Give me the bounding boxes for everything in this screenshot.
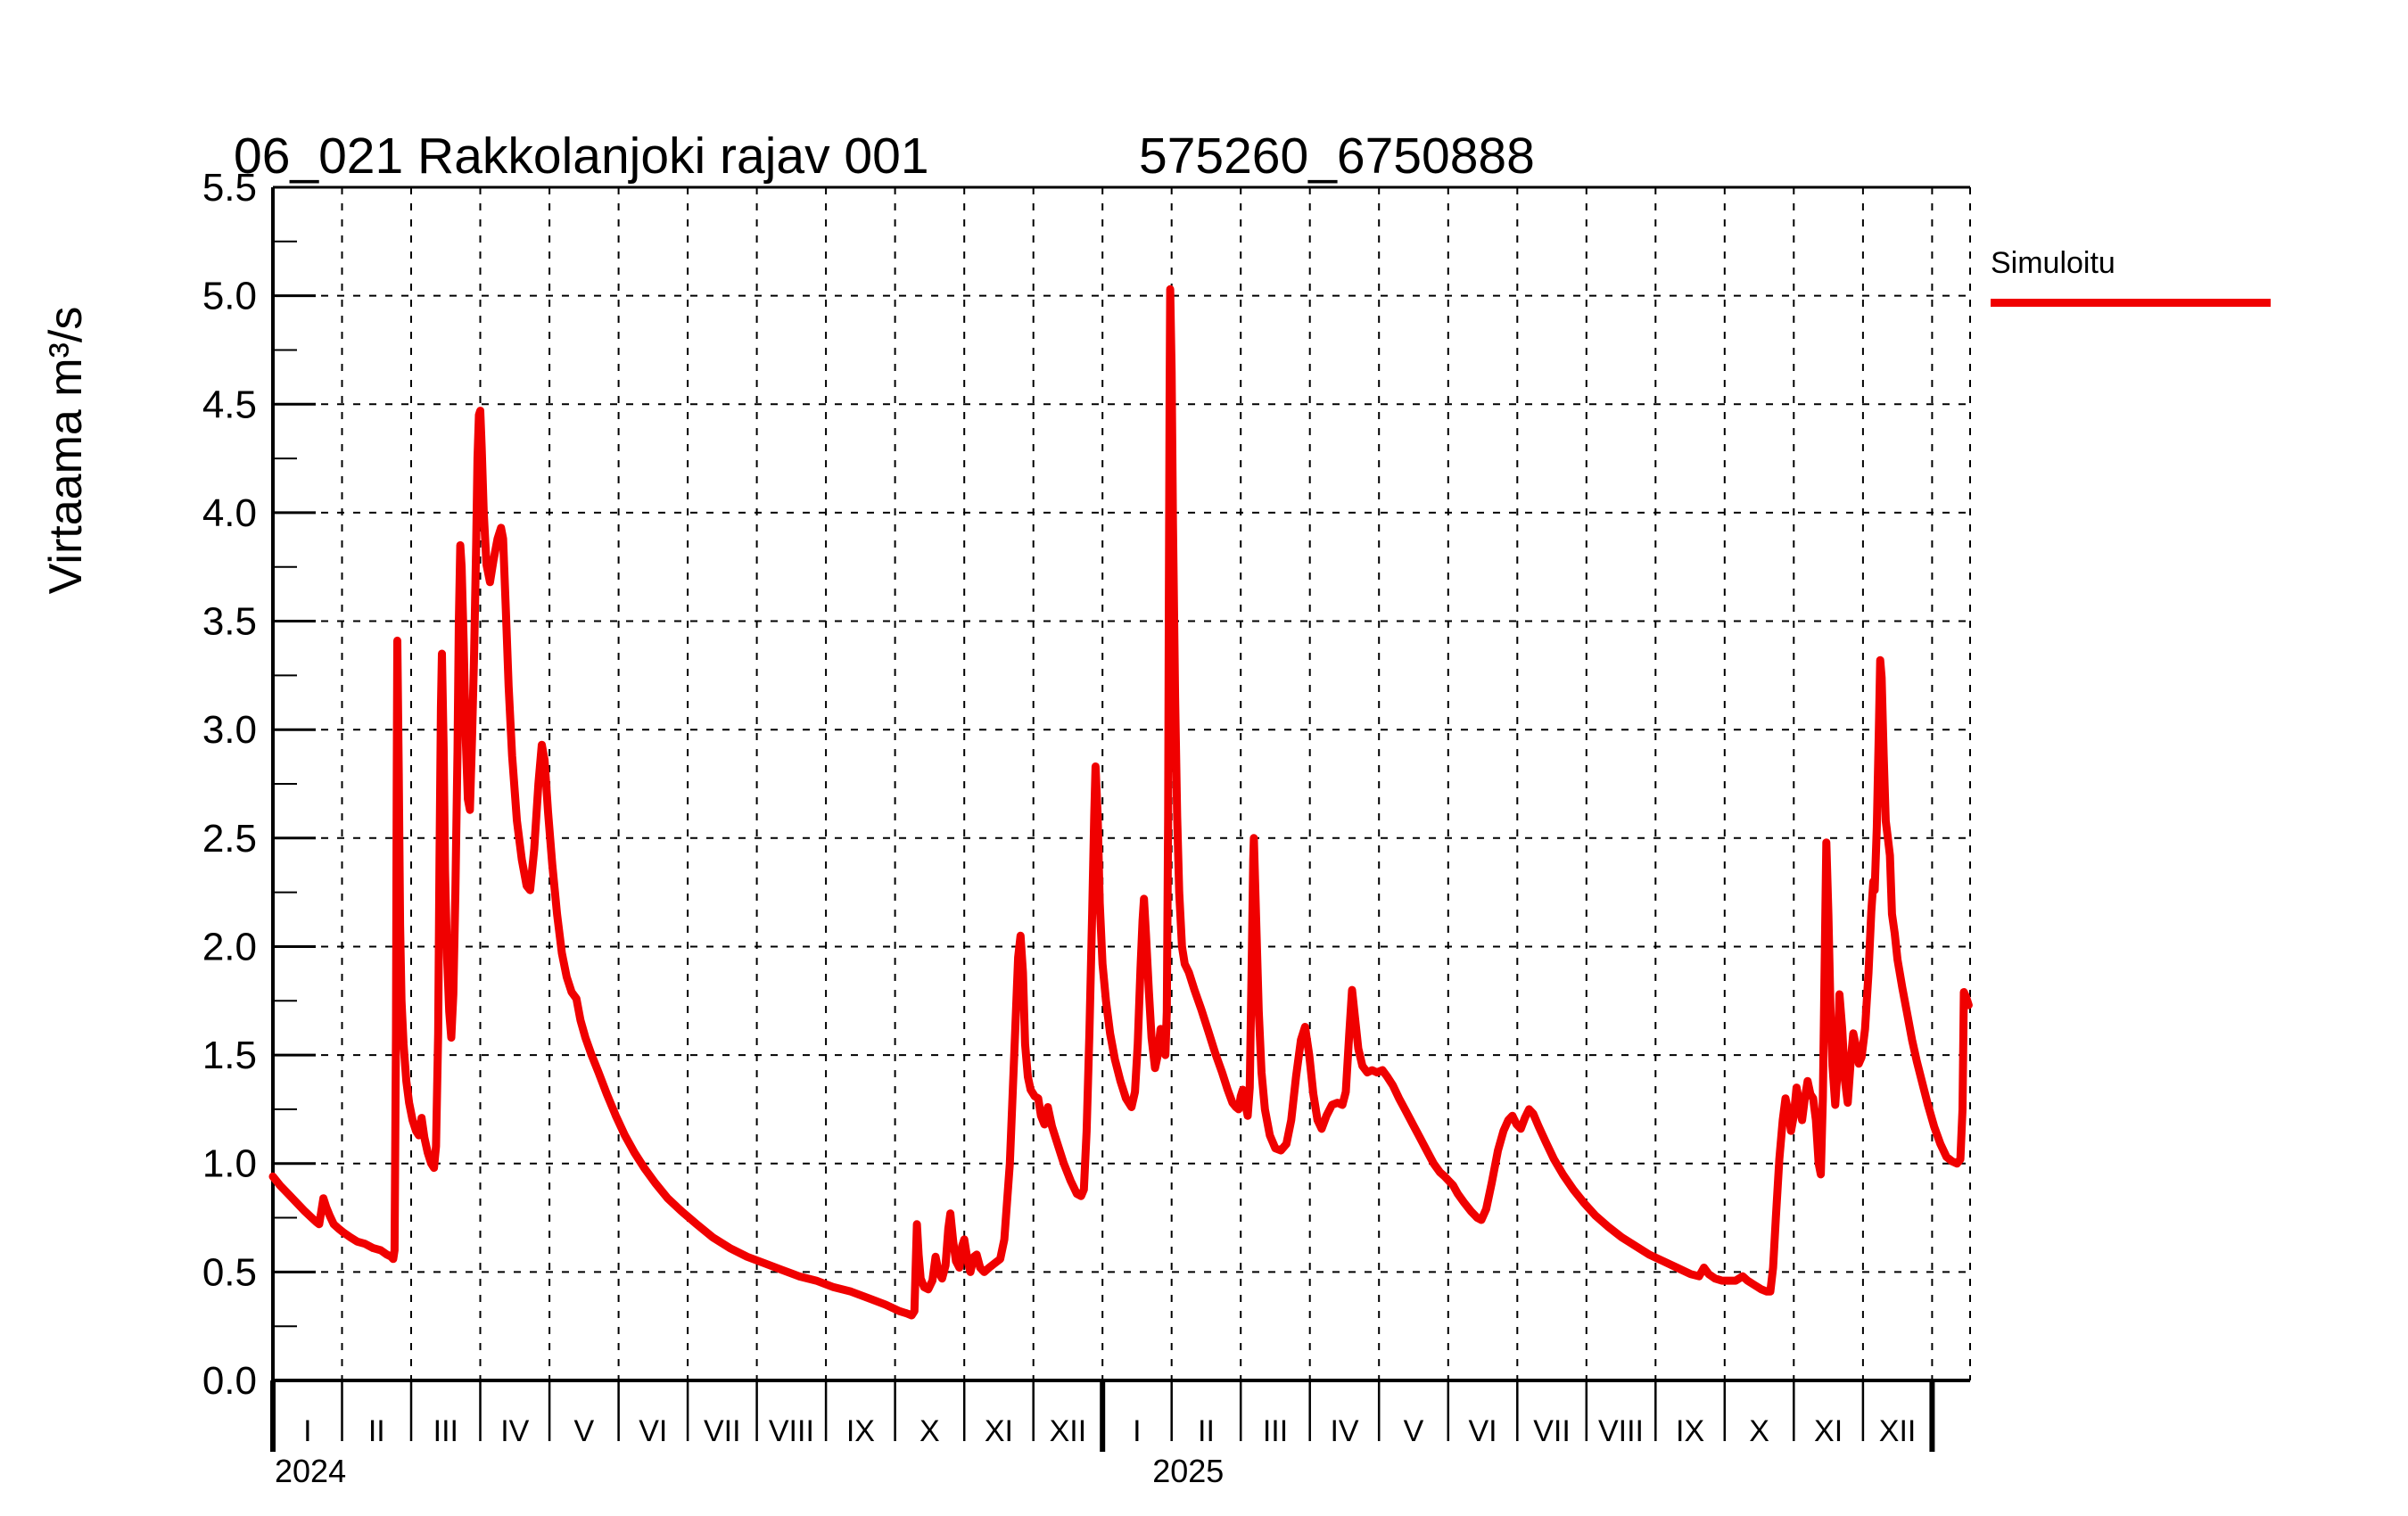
y-tick-label: 1.0	[202, 1142, 257, 1186]
month-label: V	[1404, 1414, 1424, 1448]
month-label: VII	[1533, 1414, 1571, 1448]
y-tick-label: 4.5	[202, 383, 257, 426]
month-label: IV	[1330, 1414, 1358, 1448]
month-label: III	[433, 1414, 458, 1448]
y-tick-label: 4.0	[202, 491, 257, 535]
y-tick-label: 0.5	[202, 1250, 257, 1294]
year-label: 2024	[275, 1453, 346, 1489]
y-tick-label: 5.5	[202, 166, 257, 210]
month-label: II	[1198, 1414, 1215, 1448]
y-tick-label: 1.5	[202, 1034, 257, 1077]
month-label: V	[573, 1414, 594, 1448]
y-tick-label: 2.5	[202, 817, 257, 861]
month-label: XII	[1879, 1414, 1917, 1448]
month-label: IX	[1676, 1414, 1704, 1448]
y-tick-label: 0.0	[202, 1359, 257, 1403]
series-simuloitu	[268, 284, 1973, 1320]
year-label: 2025	[1152, 1453, 1224, 1489]
station-id-title: 575260_6750888	[1139, 128, 1535, 185]
y-tick-label: 5.0	[202, 275, 257, 318]
page-title: 06_021 Rakkolanjoki rajav 001	[234, 128, 929, 185]
month-label: VI	[639, 1414, 667, 1448]
legend-line-swatch	[1991, 299, 2271, 307]
y-tick-label: 3.5	[202, 600, 257, 644]
month-label: IV	[500, 1414, 529, 1448]
month-label: VII	[704, 1414, 741, 1448]
month-label: XI	[985, 1414, 1013, 1448]
month-label: XI	[1814, 1414, 1843, 1448]
month-label: IX	[846, 1414, 875, 1448]
y-tick-label: 3.0	[202, 708, 257, 752]
month-label: X	[919, 1414, 940, 1448]
y-tick-label: 2.0	[202, 926, 257, 969]
month-label: VIII	[769, 1414, 814, 1448]
month-label: I	[1133, 1414, 1141, 1448]
legend: Simuloitu	[1991, 246, 2271, 307]
month-label: VI	[1468, 1414, 1497, 1448]
month-label: X	[1749, 1414, 1769, 1448]
month-label: XII	[1050, 1414, 1087, 1448]
month-label: II	[368, 1414, 385, 1448]
month-label: I	[303, 1414, 311, 1448]
month-label: VIII	[1598, 1414, 1644, 1448]
month-label: III	[1263, 1414, 1288, 1448]
legend-label: Simuloitu	[1991, 246, 2115, 280]
